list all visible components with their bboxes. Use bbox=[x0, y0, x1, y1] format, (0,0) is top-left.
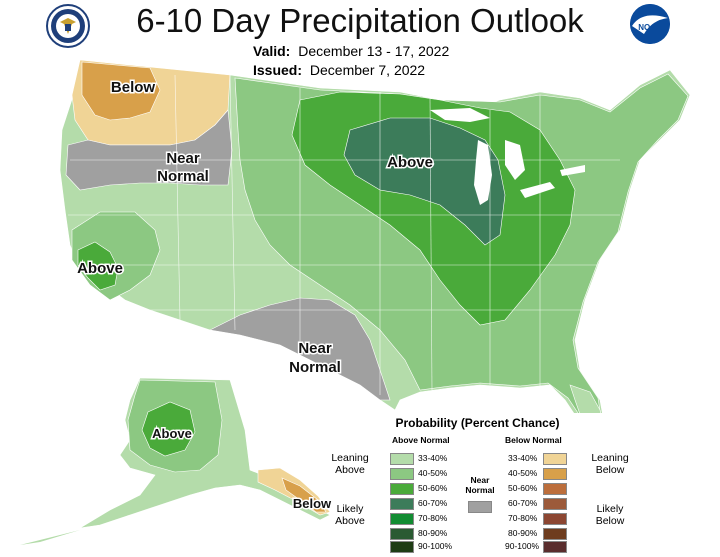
label-above-80-90: 80-90% bbox=[418, 528, 448, 538]
label-below-80-90: 80-90% bbox=[508, 528, 538, 538]
swatch-below-90-100 bbox=[543, 541, 567, 553]
noaa-logo: NOAA bbox=[630, 4, 670, 44]
swatch-near-normal bbox=[468, 501, 492, 513]
state-borders bbox=[68, 74, 620, 395]
alaska-islands bbox=[20, 530, 80, 545]
alaska-below-40-50-region bbox=[281, 477, 327, 513]
label-above-40-50: 40-50% bbox=[418, 468, 448, 478]
label-above-midwest: Above bbox=[387, 154, 433, 171]
near-normal-nw-region bbox=[65, 109, 233, 191]
label-above-ak: Above bbox=[152, 426, 192, 441]
label-below-nw: Below bbox=[111, 79, 156, 96]
legend-near-normal-1: Near bbox=[470, 475, 490, 485]
legend-likely-below-1: Likely bbox=[596, 503, 624, 515]
swatch-below-40-50 bbox=[543, 468, 567, 480]
lake-erie-shape bbox=[520, 182, 555, 198]
swatch-above-90-100 bbox=[390, 541, 414, 553]
label-below-60-70: 60-70% bbox=[508, 498, 538, 508]
alaska-50-60-region bbox=[141, 401, 196, 457]
legend-leaning-above-1: Leaning bbox=[331, 452, 369, 464]
label-near-normal-tx-1: Near bbox=[298, 340, 332, 357]
label-above-90-100: 90-100% bbox=[418, 541, 453, 551]
legend-leaning-below-2: Below bbox=[595, 464, 625, 476]
swatch-above-40-50 bbox=[390, 468, 414, 480]
lake-superior-shape bbox=[430, 108, 490, 122]
label-above-33-40: 33-40% bbox=[418, 453, 448, 463]
swatch-above-70-80 bbox=[390, 513, 414, 525]
valid-label: Valid: bbox=[253, 43, 291, 59]
lake-ontario-shape bbox=[560, 165, 585, 176]
legend-near-normal: Near Normal bbox=[460, 475, 500, 495]
above-ca-50-60-region bbox=[77, 241, 119, 291]
noaa-bird-icon: NOAA bbox=[630, 4, 670, 44]
legend-likely-below-2: Below bbox=[595, 515, 625, 527]
legend-likely-above: Likely Above bbox=[325, 503, 375, 527]
legend-title: Probability (Percent Chance) bbox=[395, 416, 560, 430]
legend-near-normal-2: Normal bbox=[465, 485, 495, 495]
label-below-50-60: 50-60% bbox=[508, 483, 538, 493]
legend-likely-below: Likely Below bbox=[585, 503, 635, 527]
label-below-90-100: 90-100% bbox=[505, 541, 540, 551]
swatch-below-33-40 bbox=[543, 453, 567, 465]
label-near-normal-nw-2: Normal bbox=[157, 168, 209, 185]
swatch-above-60-70 bbox=[390, 498, 414, 510]
below-40-50-region bbox=[81, 61, 161, 121]
label-near-normal-nw-1: Near bbox=[166, 150, 200, 167]
commerce-seal-logo bbox=[46, 4, 90, 48]
label-below-ak: Below bbox=[293, 496, 332, 511]
swatch-above-50-60 bbox=[390, 483, 414, 495]
label-above-50-60: 50-60% bbox=[418, 483, 448, 493]
above-60-70-region bbox=[343, 117, 506, 246]
page-title: 6-10 Day Precipitation Outlook bbox=[136, 2, 584, 39]
swatch-below-50-60 bbox=[543, 483, 567, 495]
swatch-below-60-70 bbox=[543, 498, 567, 510]
legend-leaning-below-1: Leaning bbox=[591, 452, 629, 464]
legend-likely-above-1: Likely bbox=[336, 503, 364, 515]
issued-label: Issued: bbox=[253, 62, 303, 78]
swatch-above-80-90 bbox=[390, 528, 414, 540]
label-above-ca: Above bbox=[77, 260, 123, 277]
swatch-below-70-80 bbox=[543, 513, 567, 525]
valid-value: December 13 - 17, 2022 bbox=[298, 43, 450, 59]
eagle-seal-icon bbox=[51, 9, 85, 43]
label-below-33-40: 33-40% bbox=[508, 453, 538, 463]
label-below-40-50: 40-50% bbox=[508, 468, 538, 478]
label-above-60-70: 60-70% bbox=[418, 498, 448, 508]
legend-leaning-above-2: Above bbox=[335, 464, 365, 476]
swatch-below-80-90 bbox=[543, 528, 567, 540]
label-above-70-80: 70-80% bbox=[418, 513, 448, 523]
legend-likely-above-2: Above bbox=[335, 515, 365, 527]
legend-panel: Probability (Percent Chance) Above Norma… bbox=[380, 413, 650, 555]
valid-line: Valid: December 13 - 17, 2022 bbox=[253, 43, 449, 59]
issued-value: December 7, 2022 bbox=[309, 62, 426, 78]
noaa-logo-text: NOAA bbox=[638, 23, 662, 32]
legend-leaning-below: Leaning Below bbox=[585, 452, 635, 476]
label-near-normal-tx-2: Normal bbox=[289, 359, 341, 376]
legend-below-header: Below Normal bbox=[505, 435, 562, 445]
swatch-above-33-40 bbox=[390, 453, 414, 465]
legend-leaning-above: Leaning Above bbox=[325, 452, 375, 476]
legend-above-header: Above Normal bbox=[392, 435, 450, 445]
issued-line: Issued: December 7, 2022 bbox=[253, 62, 425, 78]
label-below-70-80: 70-80% bbox=[508, 513, 538, 523]
lake-michigan-shape bbox=[474, 140, 492, 205]
